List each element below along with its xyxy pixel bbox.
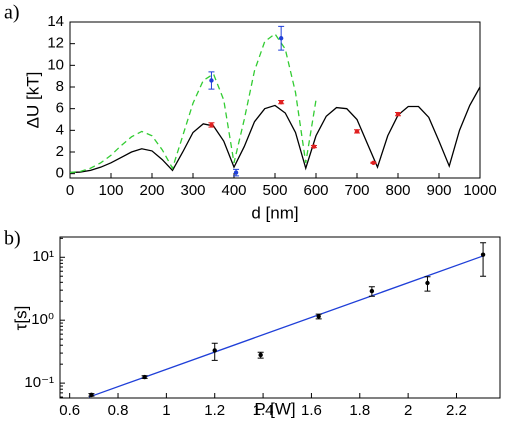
data-point — [89, 392, 94, 398]
data-point — [142, 374, 147, 380]
x-tick-label: 100 — [98, 182, 123, 199]
y-axis-title: ΔU [kT] — [23, 72, 42, 129]
y-tick-label: 10⁰ — [31, 311, 54, 328]
y-tick-label: 12 — [47, 35, 64, 52]
x-tick-label: 400 — [221, 182, 246, 199]
y-tick-label: 10 — [47, 56, 64, 73]
x-tick-label: 0.8 — [108, 402, 129, 418]
curve — [88, 255, 484, 398]
y-tick-label: 2 — [56, 143, 64, 160]
data-point — [258, 352, 263, 358]
data-point — [371, 160, 376, 166]
x-tick-label: 600 — [303, 182, 328, 199]
x-tick-label: 1.6 — [301, 402, 322, 418]
x-tick-label: 500 — [262, 182, 287, 199]
plot-frame — [69, 21, 481, 179]
data-point — [480, 252, 486, 257]
x-tick-label: 900 — [426, 182, 451, 199]
y-tick-label: 6 — [56, 100, 64, 117]
x-axis-title: P [W] — [254, 399, 295, 418]
data-point — [354, 129, 360, 134]
data-point — [369, 288, 375, 294]
x-tick-label: 1.2 — [204, 402, 225, 418]
x-tick-label: 2 — [404, 402, 412, 418]
x-tick-label: 300 — [180, 182, 205, 199]
data-point — [278, 36, 284, 41]
data-point — [209, 122, 214, 128]
data-point — [233, 170, 239, 175]
data-point — [395, 111, 401, 117]
x-tick-label: 1.4 — [253, 402, 274, 418]
x-axis-title: d [nm] — [251, 203, 298, 222]
data-point — [311, 144, 317, 149]
data-point — [425, 280, 430, 286]
y-axis-title: τ[s] — [11, 306, 30, 331]
x-tick-label: 1.8 — [349, 402, 370, 418]
x-tick-label: 2.2 — [446, 402, 467, 418]
data-point — [212, 348, 217, 353]
error-bar — [480, 242, 487, 277]
curve — [69, 86, 481, 174]
x-tick-label: 700 — [344, 182, 369, 199]
dashed-curve — [69, 32, 317, 174]
data-point — [316, 314, 321, 319]
panel-label: b) — [4, 228, 21, 250]
x-tick-label: 800 — [385, 182, 410, 199]
y-tick-label: 8 — [56, 78, 64, 95]
x-tick-label: 0.6 — [59, 402, 80, 418]
x-tick-label: 1000 — [463, 182, 496, 199]
x-tick-label: 0 — [66, 182, 74, 199]
y-tick-label: 10⁻¹ — [24, 374, 54, 391]
data-point — [278, 99, 284, 105]
y-tick-label: 10¹ — [32, 248, 54, 265]
y-tick-label: 14 — [47, 13, 64, 30]
x-tick-label: 200 — [139, 182, 164, 199]
x-tick-label: 1 — [162, 402, 170, 418]
y-tick-label: 4 — [56, 121, 64, 138]
y-tick-label: 0 — [56, 165, 64, 182]
data-point — [209, 78, 214, 83]
plot-frame — [59, 236, 501, 399]
panel-label: a) — [4, 2, 20, 24]
